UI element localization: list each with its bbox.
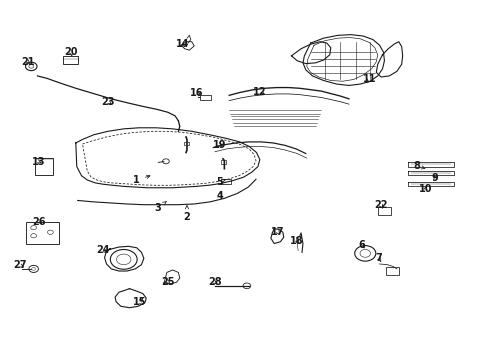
Text: 21: 21 (21, 57, 35, 67)
Text: 11: 11 (363, 75, 376, 85)
Text: 26: 26 (33, 217, 46, 227)
Text: 2: 2 (183, 206, 190, 222)
Text: 1: 1 (133, 175, 150, 185)
Text: 18: 18 (290, 236, 304, 246)
Text: 4: 4 (216, 191, 223, 201)
Text: 16: 16 (189, 87, 203, 98)
Text: 5: 5 (216, 177, 225, 187)
Bar (221, 160, 226, 164)
Text: 12: 12 (253, 87, 266, 97)
Text: 7: 7 (374, 253, 381, 262)
Text: 17: 17 (271, 227, 284, 237)
Text: 20: 20 (64, 47, 78, 57)
Bar (200, 95, 210, 100)
Bar (377, 207, 390, 215)
Text: 27: 27 (14, 260, 27, 270)
Text: 14: 14 (175, 39, 188, 49)
Text: 22: 22 (373, 201, 387, 210)
Text: 24: 24 (96, 245, 110, 255)
Text: 19: 19 (212, 140, 226, 150)
Text: 9: 9 (431, 173, 438, 183)
Bar (35, 158, 53, 175)
Text: 6: 6 (358, 240, 365, 250)
Text: 23: 23 (101, 97, 115, 107)
Text: 28: 28 (207, 277, 221, 287)
Text: 3: 3 (154, 202, 166, 213)
Text: 15: 15 (133, 297, 146, 307)
Bar (220, 179, 231, 184)
Bar (63, 56, 78, 64)
Bar (385, 267, 399, 275)
Bar (26, 222, 59, 243)
Text: 13: 13 (32, 157, 45, 167)
Text: 8: 8 (413, 161, 424, 171)
Text: 25: 25 (161, 276, 174, 287)
Text: 10: 10 (418, 184, 431, 194)
Bar (184, 142, 188, 145)
